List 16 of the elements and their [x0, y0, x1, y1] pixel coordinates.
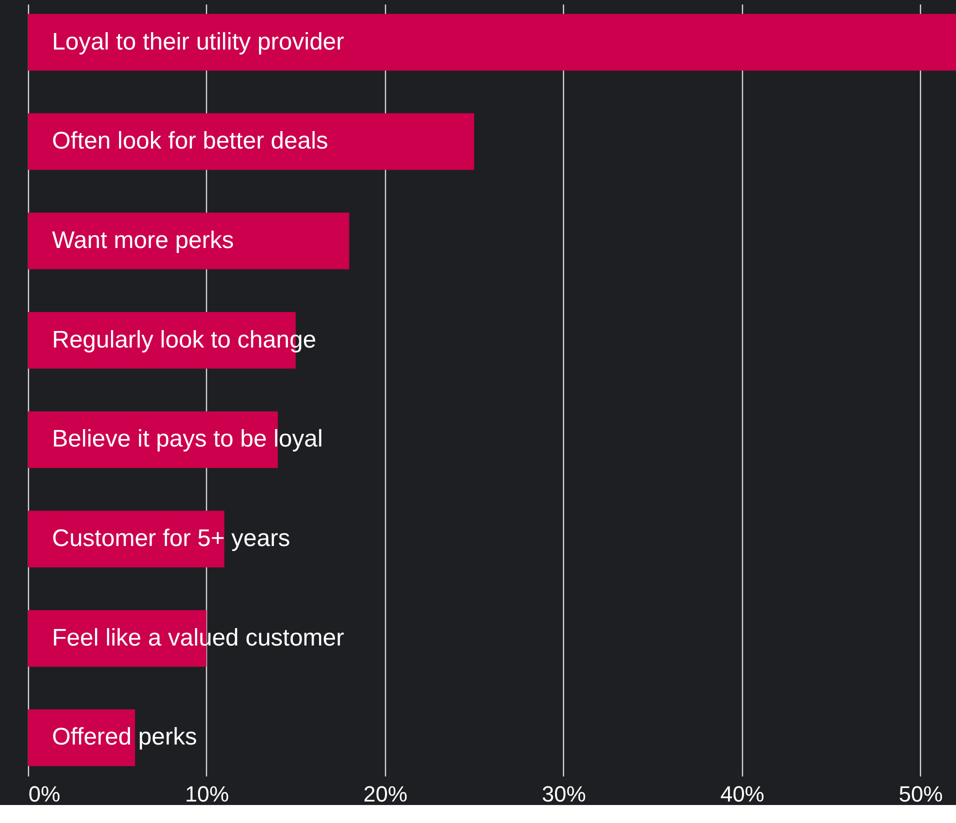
x-tick-label: 40% [720, 782, 764, 806]
x-tick-label: 10% [184, 782, 229, 806]
bar [28, 14, 956, 71]
x-tick-label: 30% [542, 782, 586, 806]
y-tick-label: Customer for 5+ years [52, 525, 290, 552]
y-tick-label: Loyal to their utility provider [52, 28, 344, 56]
bar [28, 212, 350, 270]
bar [28, 113, 474, 170]
y-tick-label: Want more perks [52, 226, 234, 254]
x-tick-label: 20% [363, 782, 408, 806]
bar [28, 709, 136, 766]
bar [28, 510, 224, 568]
x-tick-label: 0% [28, 782, 60, 806]
x-tick-label: 50% [898, 782, 943, 806]
y-tick-label: Offered perks [52, 724, 197, 751]
y-tick-label: Often look for better deals [52, 128, 328, 155]
